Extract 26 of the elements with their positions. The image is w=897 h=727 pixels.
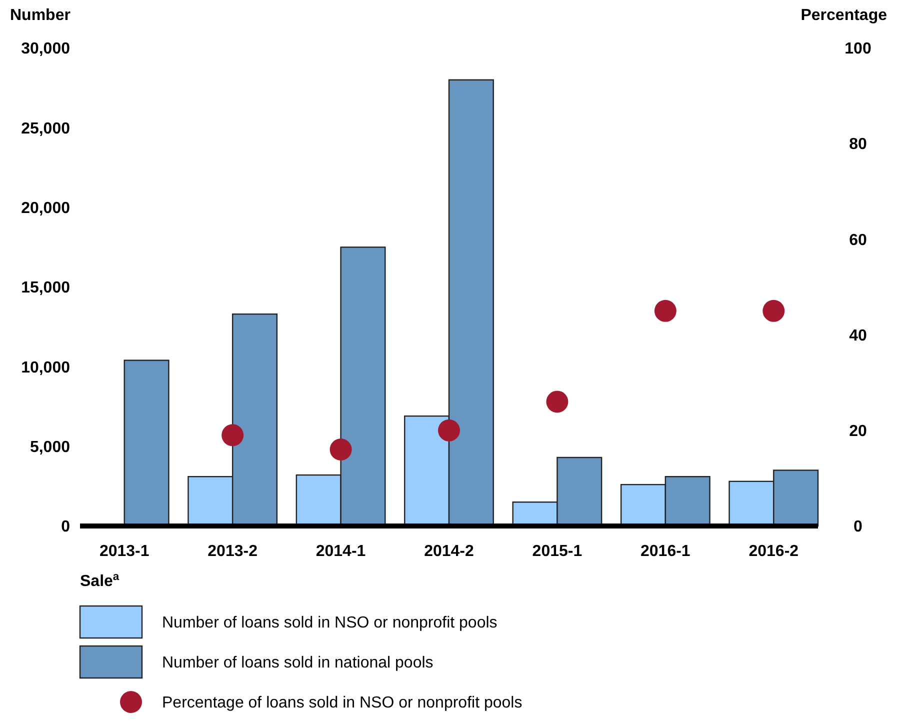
y-tick-label: 20,000 [21, 200, 70, 217]
y-tick-label: 0 [61, 518, 70, 536]
x-tick-label: 2014-1 [316, 543, 366, 560]
y-axis-title: Number [10, 7, 70, 24]
y2-tick-label: 0 [854, 518, 863, 536]
y2-tick-label: 20 [849, 423, 867, 440]
legend-label: Percentage of loans sold in NSO or nonprofit pools [162, 694, 522, 712]
y-tick-label: 10,000 [21, 359, 70, 376]
y2-axis-title: Percentage [800, 7, 888, 24]
legend-label: Number of loans sold in NSO or nonprofit pools [162, 614, 498, 632]
y-tick-label: 25,000 [21, 120, 70, 138]
y2-tick-label: 80 [849, 136, 867, 154]
y2-tick-label: 60 [849, 232, 867, 249]
y-tick-label: 5,000 [30, 438, 70, 456]
y2-tick-label: 100 [844, 40, 872, 58]
x-tick-label: 2016-1 [640, 543, 690, 560]
x-axis-title: Sale$^{a}$ [80, 571, 120, 590]
y-tick-label: 30,000 [21, 40, 70, 58]
legend-label: Number of loans sold in national pools [162, 654, 434, 672]
x-tick-label: 2016-2 [748, 543, 799, 560]
x-tick-label: 2013-1 [99, 543, 150, 560]
x-tick-label: 2015-1 [532, 543, 582, 560]
y2-tick-label: 40 [849, 327, 867, 344]
x-tick-label: 2013-2 [208, 543, 258, 560]
x-tick-label: 2014-2 [424, 543, 474, 560]
y-tick-label: 15,000 [21, 280, 70, 297]
